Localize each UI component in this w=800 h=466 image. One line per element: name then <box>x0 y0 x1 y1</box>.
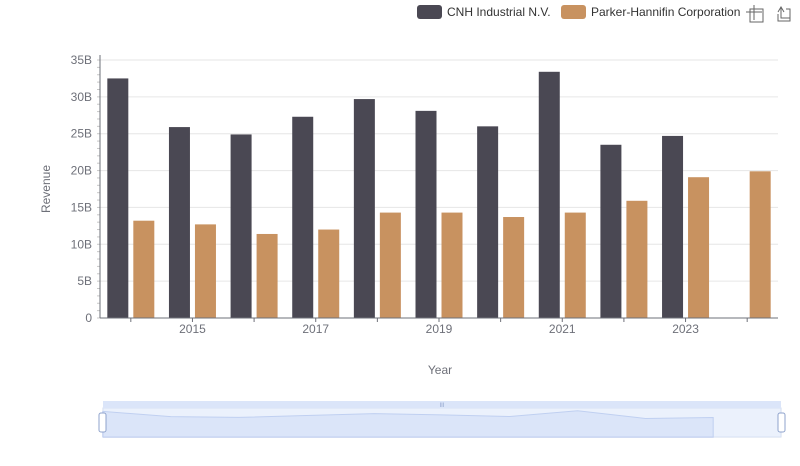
legend-label-series-1: Parker-Hannifin Corporation <box>591 5 740 19</box>
zoom-handle-left[interactable] <box>98 412 107 433</box>
y-tick-label: 25B <box>71 127 92 141</box>
bar-series-1-2024[interactable] <box>749 171 771 318</box>
bar-series-1-2015[interactable] <box>194 224 216 318</box>
bar-series-1-2018[interactable] <box>379 212 401 318</box>
legend[interactable]: CNH Industrial N.V. Parker-Hannifin Corp… <box>417 5 740 19</box>
bar-series-0-2015[interactable] <box>168 127 190 318</box>
bar-series-0-2014[interactable] <box>107 78 129 318</box>
restore-icon[interactable] <box>777 6 791 22</box>
y-tick-label: 30B <box>71 90 92 104</box>
y-tick-label: 10B <box>71 237 92 251</box>
y-tick-label: 35B <box>71 53 92 67</box>
bar-series-1-2021[interactable] <box>564 212 586 318</box>
x-tick-label: 2017 <box>302 322 329 336</box>
x-tick-label: 2019 <box>426 322 453 336</box>
x-tick-label: 2021 <box>549 322 576 336</box>
y-axis-title: Revenue <box>39 165 53 213</box>
y-tick-label: 20B <box>71 164 92 178</box>
zoom-selected-range <box>103 408 781 437</box>
bar-series-1-2020[interactable] <box>503 217 525 318</box>
axes: 0 5B 10B 15B 20B 25B 30B 35B 2015 2017 2019 2021 202… <box>71 53 778 336</box>
x-tick-label: 2023 <box>672 322 699 336</box>
x-axis-title: Year <box>428 363 452 377</box>
bar-series-0-2023[interactable] <box>662 135 684 318</box>
bar-marks <box>107 71 771 319</box>
zoom-top-bar[interactable] <box>103 401 781 408</box>
bar-series-0-2017[interactable] <box>292 116 314 318</box>
bar-series-0-2022[interactable] <box>600 144 622 318</box>
bar-series-0-2016[interactable] <box>230 134 252 318</box>
legend-item-series-1[interactable]: Parker-Hannifin Corporation <box>561 5 740 19</box>
bar-series-1-2022[interactable] <box>626 200 648 318</box>
y-tick-label: 0 <box>85 311 92 325</box>
y-tick-label: 15B <box>71 200 92 214</box>
x-tick-label: 2015 <box>179 322 206 336</box>
legend-swatch-series-1 <box>561 5 586 19</box>
zoom-handle-right[interactable] <box>777 412 786 433</box>
bar-series-1-2019[interactable] <box>441 212 463 318</box>
bar-series-0-2018[interactable] <box>353 99 375 318</box>
data-zoom-slider[interactable]: III <box>98 401 786 438</box>
legend-item-series-0[interactable]: CNH Industrial N.V. <box>417 5 551 19</box>
legend-label-series-0: CNH Industrial N.V. <box>447 5 551 19</box>
bar-series-1-2016[interactable] <box>256 233 278 318</box>
bar-series-0-2020[interactable] <box>477 126 499 318</box>
bar-series-1-2023[interactable] <box>688 177 710 318</box>
y-tick-label: 5B <box>77 274 92 288</box>
legend-swatch-series-0 <box>417 5 442 19</box>
data-zoom-icon[interactable] <box>746 5 764 23</box>
bar-series-1-2017[interactable] <box>318 229 340 318</box>
bar-series-0-2021[interactable] <box>538 71 560 319</box>
bar-series-0-2019[interactable] <box>415 110 437 318</box>
zoom-drag-glyph[interactable]: III <box>439 403 444 409</box>
bar-series-1-2014[interactable] <box>133 220 155 318</box>
